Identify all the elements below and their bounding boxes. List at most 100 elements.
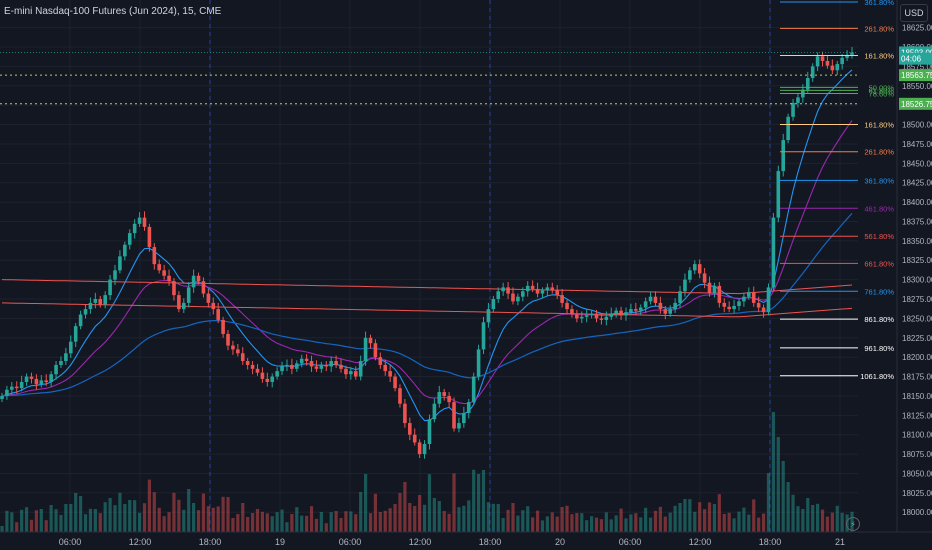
candle-body bbox=[162, 270, 166, 276]
candle-body bbox=[422, 444, 427, 455]
candle-body bbox=[339, 364, 343, 369]
y-tick-label: 18050.00 bbox=[902, 469, 932, 478]
candle-body bbox=[653, 296, 658, 303]
candle-body bbox=[437, 392, 442, 404]
volume-bar bbox=[260, 511, 265, 532]
volume-bar bbox=[481, 470, 486, 532]
y-tick-label: 18150.00 bbox=[902, 392, 932, 401]
volume-bar bbox=[639, 517, 643, 532]
volume-bar bbox=[167, 512, 171, 532]
volume-bar bbox=[668, 512, 672, 532]
candle-body bbox=[353, 371, 358, 377]
x-tick-label: 21 bbox=[835, 537, 845, 547]
candle-body bbox=[83, 309, 88, 315]
candle-body bbox=[324, 364, 329, 367]
volume-bar bbox=[737, 511, 741, 532]
volume-bar bbox=[830, 512, 834, 532]
candle-body bbox=[707, 282, 712, 294]
candle-body bbox=[481, 322, 486, 350]
candle-body bbox=[579, 316, 584, 319]
y-tick-label: 18500.00 bbox=[902, 121, 932, 130]
candle-body bbox=[570, 309, 574, 315]
y-tick-label: 18175.00 bbox=[902, 373, 932, 382]
candle-body bbox=[668, 309, 673, 314]
candle-body bbox=[39, 380, 44, 385]
candle-body bbox=[231, 345, 235, 350]
volume-bar bbox=[476, 474, 481, 532]
candle-body bbox=[181, 302, 186, 310]
y-tick-label: 18350.00 bbox=[902, 237, 932, 246]
volume-bar bbox=[496, 504, 500, 532]
candle-body bbox=[643, 301, 648, 308]
candle-body bbox=[132, 223, 137, 234]
volume-bar bbox=[501, 518, 505, 532]
volume-bar bbox=[10, 512, 14, 532]
candle-body bbox=[49, 374, 53, 382]
volume-bar bbox=[59, 515, 63, 532]
price-label-bg bbox=[899, 97, 932, 110]
y-tick-label: 18300.00 bbox=[902, 276, 932, 285]
volume-bar bbox=[486, 502, 491, 532]
candle-body bbox=[186, 287, 191, 303]
candle-body bbox=[751, 292, 756, 303]
chart-title: E-mini Nasdaq-100 Futures (Jun 2024), 15… bbox=[4, 6, 222, 17]
fib-level-label: 661.80% bbox=[864, 259, 894, 268]
volume-bar bbox=[811, 505, 815, 532]
volume-bar bbox=[535, 510, 540, 532]
candle-body bbox=[54, 364, 58, 375]
volume-bar bbox=[368, 513, 373, 532]
volume-bar bbox=[776, 437, 780, 532]
lightning-icon[interactable]: ⚡ bbox=[846, 517, 860, 531]
fib-level-label: 50.00% bbox=[869, 83, 895, 92]
candle-body bbox=[805, 78, 810, 90]
x-tick-label: 12:00 bbox=[409, 537, 432, 547]
volume-bar bbox=[123, 504, 127, 532]
volume-bar bbox=[334, 511, 338, 532]
candle-body bbox=[309, 361, 314, 367]
candle-body bbox=[177, 295, 181, 310]
volume-bar bbox=[825, 516, 830, 532]
candle-body bbox=[442, 392, 446, 396]
volume-bar bbox=[246, 517, 250, 532]
price-label-bg bbox=[899, 52, 932, 65]
volume-bar bbox=[589, 516, 594, 532]
volume-bar bbox=[658, 506, 662, 532]
candle-body bbox=[319, 364, 324, 369]
candle-body bbox=[34, 378, 39, 385]
volume-bar bbox=[373, 493, 378, 532]
x-tick-label: 06:00 bbox=[339, 537, 362, 547]
candle-body bbox=[412, 434, 417, 443]
y-tick-label: 18100.00 bbox=[902, 431, 932, 440]
volume-bar bbox=[432, 498, 436, 532]
x-tick-label: 12:00 bbox=[129, 537, 152, 547]
volume-bar bbox=[550, 512, 554, 532]
candle-body bbox=[221, 319, 225, 334]
candle-body bbox=[555, 290, 560, 296]
volume-bar bbox=[560, 507, 564, 532]
candle-body bbox=[417, 442, 422, 455]
candle-body bbox=[108, 279, 112, 296]
x-tick-label: 19 bbox=[275, 537, 285, 547]
x-tick-label: 20 bbox=[555, 537, 565, 547]
currency-unit-button[interactable]: USD bbox=[900, 4, 928, 22]
volume-bar bbox=[354, 514, 358, 532]
candle-body bbox=[403, 403, 407, 424]
volume-bar bbox=[742, 507, 746, 532]
candle-body bbox=[358, 361, 363, 377]
candle-body bbox=[796, 97, 800, 103]
candle-body bbox=[683, 279, 687, 292]
y-tick-label: 18275.00 bbox=[902, 295, 932, 304]
candle-body bbox=[614, 310, 618, 314]
volume-bar bbox=[285, 522, 289, 532]
volume-bar bbox=[147, 479, 151, 532]
candle-body bbox=[810, 66, 815, 79]
candle-body bbox=[688, 270, 692, 280]
volume-bar bbox=[526, 506, 530, 532]
candle-body bbox=[658, 302, 663, 310]
volume-bar bbox=[206, 506, 210, 532]
candle-body bbox=[147, 226, 152, 248]
volume-bar bbox=[403, 482, 407, 532]
volume-bar bbox=[314, 518, 319, 532]
volume-bar bbox=[39, 509, 43, 532]
